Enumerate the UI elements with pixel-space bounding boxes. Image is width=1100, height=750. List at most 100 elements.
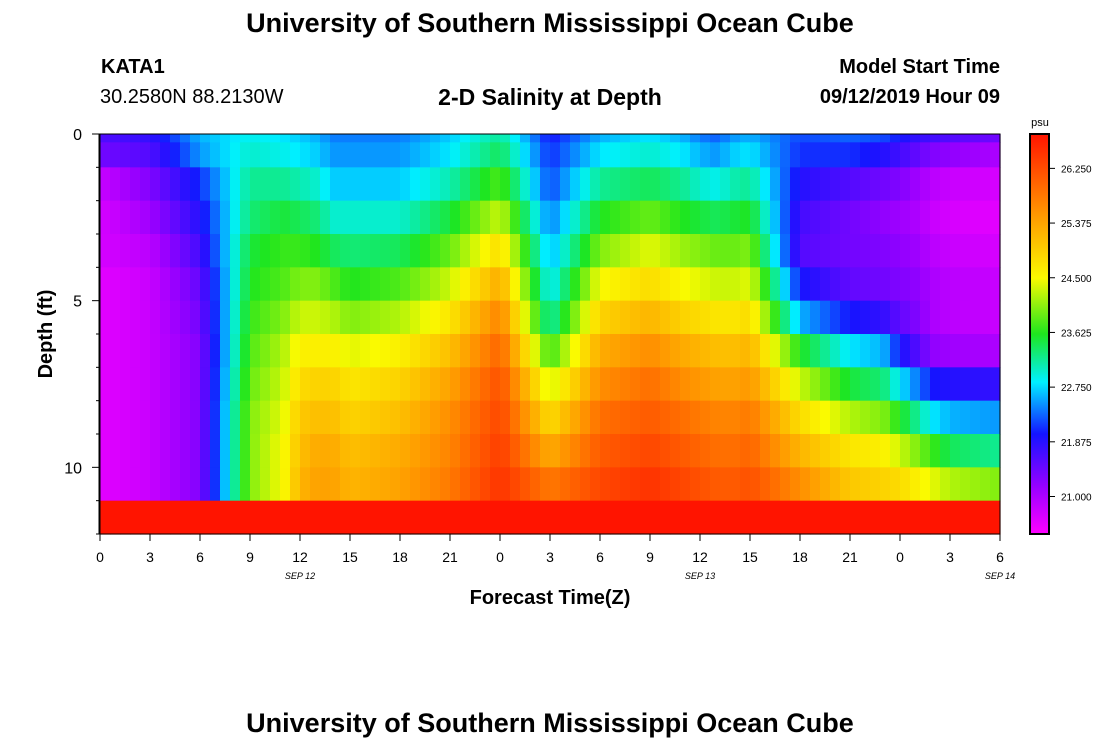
heatmap-cell bbox=[130, 500, 141, 535]
heatmap-cell bbox=[670, 334, 681, 368]
heatmap-cell bbox=[730, 267, 741, 302]
heatmap-cell bbox=[770, 334, 781, 368]
heatmap-cell bbox=[750, 334, 761, 368]
heatmap-cell bbox=[800, 134, 811, 143]
heatmap-cell bbox=[930, 300, 941, 335]
heatmap-cell bbox=[560, 200, 571, 235]
heatmap-cell bbox=[580, 500, 591, 535]
heatmap-cell bbox=[790, 134, 801, 143]
heatmap-cell bbox=[980, 400, 991, 435]
heatmap-cell bbox=[520, 167, 531, 202]
heatmap-cell bbox=[250, 142, 261, 168]
heatmap-cell bbox=[590, 334, 601, 368]
heatmap-cell bbox=[110, 400, 121, 435]
heatmap-cell bbox=[350, 400, 361, 435]
heatmap-cell bbox=[510, 134, 521, 143]
heatmap-cell bbox=[850, 400, 861, 435]
heatmap-cell bbox=[860, 500, 871, 535]
x-tick-label: 9 bbox=[246, 549, 254, 565]
heatmap-cell bbox=[590, 142, 601, 168]
heatmap-cell bbox=[510, 167, 521, 202]
heatmap-cell bbox=[380, 200, 391, 235]
heatmap-cell bbox=[570, 400, 581, 435]
heatmap-cell bbox=[670, 434, 681, 468]
heatmap-cell bbox=[460, 434, 471, 468]
heatmap-cell bbox=[220, 142, 231, 168]
heatmap-cell bbox=[220, 234, 231, 268]
heatmap-cell bbox=[970, 367, 981, 402]
heatmap-cell bbox=[980, 500, 991, 535]
heatmap-cell bbox=[250, 134, 261, 143]
heatmap-cell bbox=[270, 167, 281, 202]
heatmap-cell bbox=[730, 134, 741, 143]
heatmap-cell bbox=[870, 400, 881, 435]
heatmap-cell bbox=[730, 500, 741, 535]
heatmap-cell bbox=[930, 200, 941, 235]
heatmap-cell bbox=[990, 167, 1001, 202]
heatmap-cell bbox=[500, 400, 511, 435]
heatmap-cell bbox=[600, 500, 611, 535]
heatmap-cell bbox=[800, 200, 811, 235]
heatmap-cell bbox=[620, 434, 631, 468]
heatmap-cell bbox=[540, 267, 551, 302]
heatmap-cell bbox=[450, 234, 461, 268]
heatmap-cell bbox=[850, 334, 861, 368]
heatmap-cell bbox=[210, 142, 221, 168]
heatmap-cell bbox=[810, 300, 821, 335]
heatmap-cell bbox=[850, 467, 861, 502]
heatmap-cell bbox=[130, 134, 141, 143]
heatmap-cell bbox=[880, 167, 891, 202]
heatmap-cell bbox=[450, 167, 461, 202]
heatmap-cell bbox=[630, 300, 641, 335]
heatmap-cell bbox=[420, 434, 431, 468]
heatmap-cell bbox=[170, 434, 181, 468]
heatmap-cell bbox=[490, 167, 501, 202]
heatmap-cell bbox=[200, 167, 211, 202]
heatmap-cell bbox=[820, 134, 831, 143]
heatmap-cell bbox=[640, 200, 651, 235]
heatmap-cell bbox=[240, 500, 251, 535]
heatmap-cell bbox=[690, 267, 701, 302]
heatmap-cell bbox=[590, 367, 601, 402]
heatmap-cell bbox=[230, 267, 241, 302]
heatmap-cell bbox=[170, 467, 181, 502]
heatmap-cell bbox=[280, 234, 291, 268]
heatmap-cell bbox=[970, 500, 981, 535]
heatmap-cell bbox=[730, 467, 741, 502]
heatmap-cell bbox=[370, 367, 381, 402]
heatmap-cell bbox=[570, 300, 581, 335]
heatmap-cell bbox=[190, 367, 201, 402]
heatmap-cell bbox=[610, 142, 621, 168]
heatmap-cell bbox=[200, 434, 211, 468]
heatmap-cell bbox=[160, 234, 171, 268]
heatmap-cell bbox=[320, 367, 331, 402]
heatmap-cell bbox=[890, 367, 901, 402]
heatmap-cell bbox=[200, 200, 211, 235]
heatmap-cell bbox=[220, 167, 231, 202]
heatmap-cell bbox=[130, 434, 141, 468]
heatmap-cell bbox=[270, 334, 281, 368]
heatmap-cell bbox=[970, 167, 981, 202]
heatmap-cell bbox=[520, 500, 531, 535]
heatmap-cell bbox=[380, 400, 391, 435]
heatmap-cell bbox=[220, 300, 231, 335]
heatmap-cell bbox=[980, 434, 991, 468]
heatmap-cell bbox=[110, 500, 121, 535]
heatmap-cell bbox=[900, 134, 911, 143]
heatmap-cell bbox=[360, 167, 371, 202]
heatmap-cell bbox=[110, 200, 121, 235]
heatmap-cell bbox=[810, 167, 821, 202]
heatmap-cell bbox=[310, 367, 321, 402]
heatmap-cell bbox=[530, 467, 541, 502]
heatmap-cell bbox=[730, 367, 741, 402]
heatmap-cell bbox=[320, 134, 331, 143]
heatmap-cell bbox=[220, 467, 231, 502]
heatmap-cell bbox=[450, 267, 461, 302]
heatmap-cell bbox=[400, 467, 411, 502]
heatmap-cell bbox=[580, 434, 591, 468]
heatmap-cell bbox=[620, 134, 631, 143]
x-axis-label: Forecast Time(Z) bbox=[470, 587, 631, 609]
heatmap-cell bbox=[710, 500, 721, 535]
heatmap-cell bbox=[700, 400, 711, 435]
heatmap-cell bbox=[250, 200, 261, 235]
